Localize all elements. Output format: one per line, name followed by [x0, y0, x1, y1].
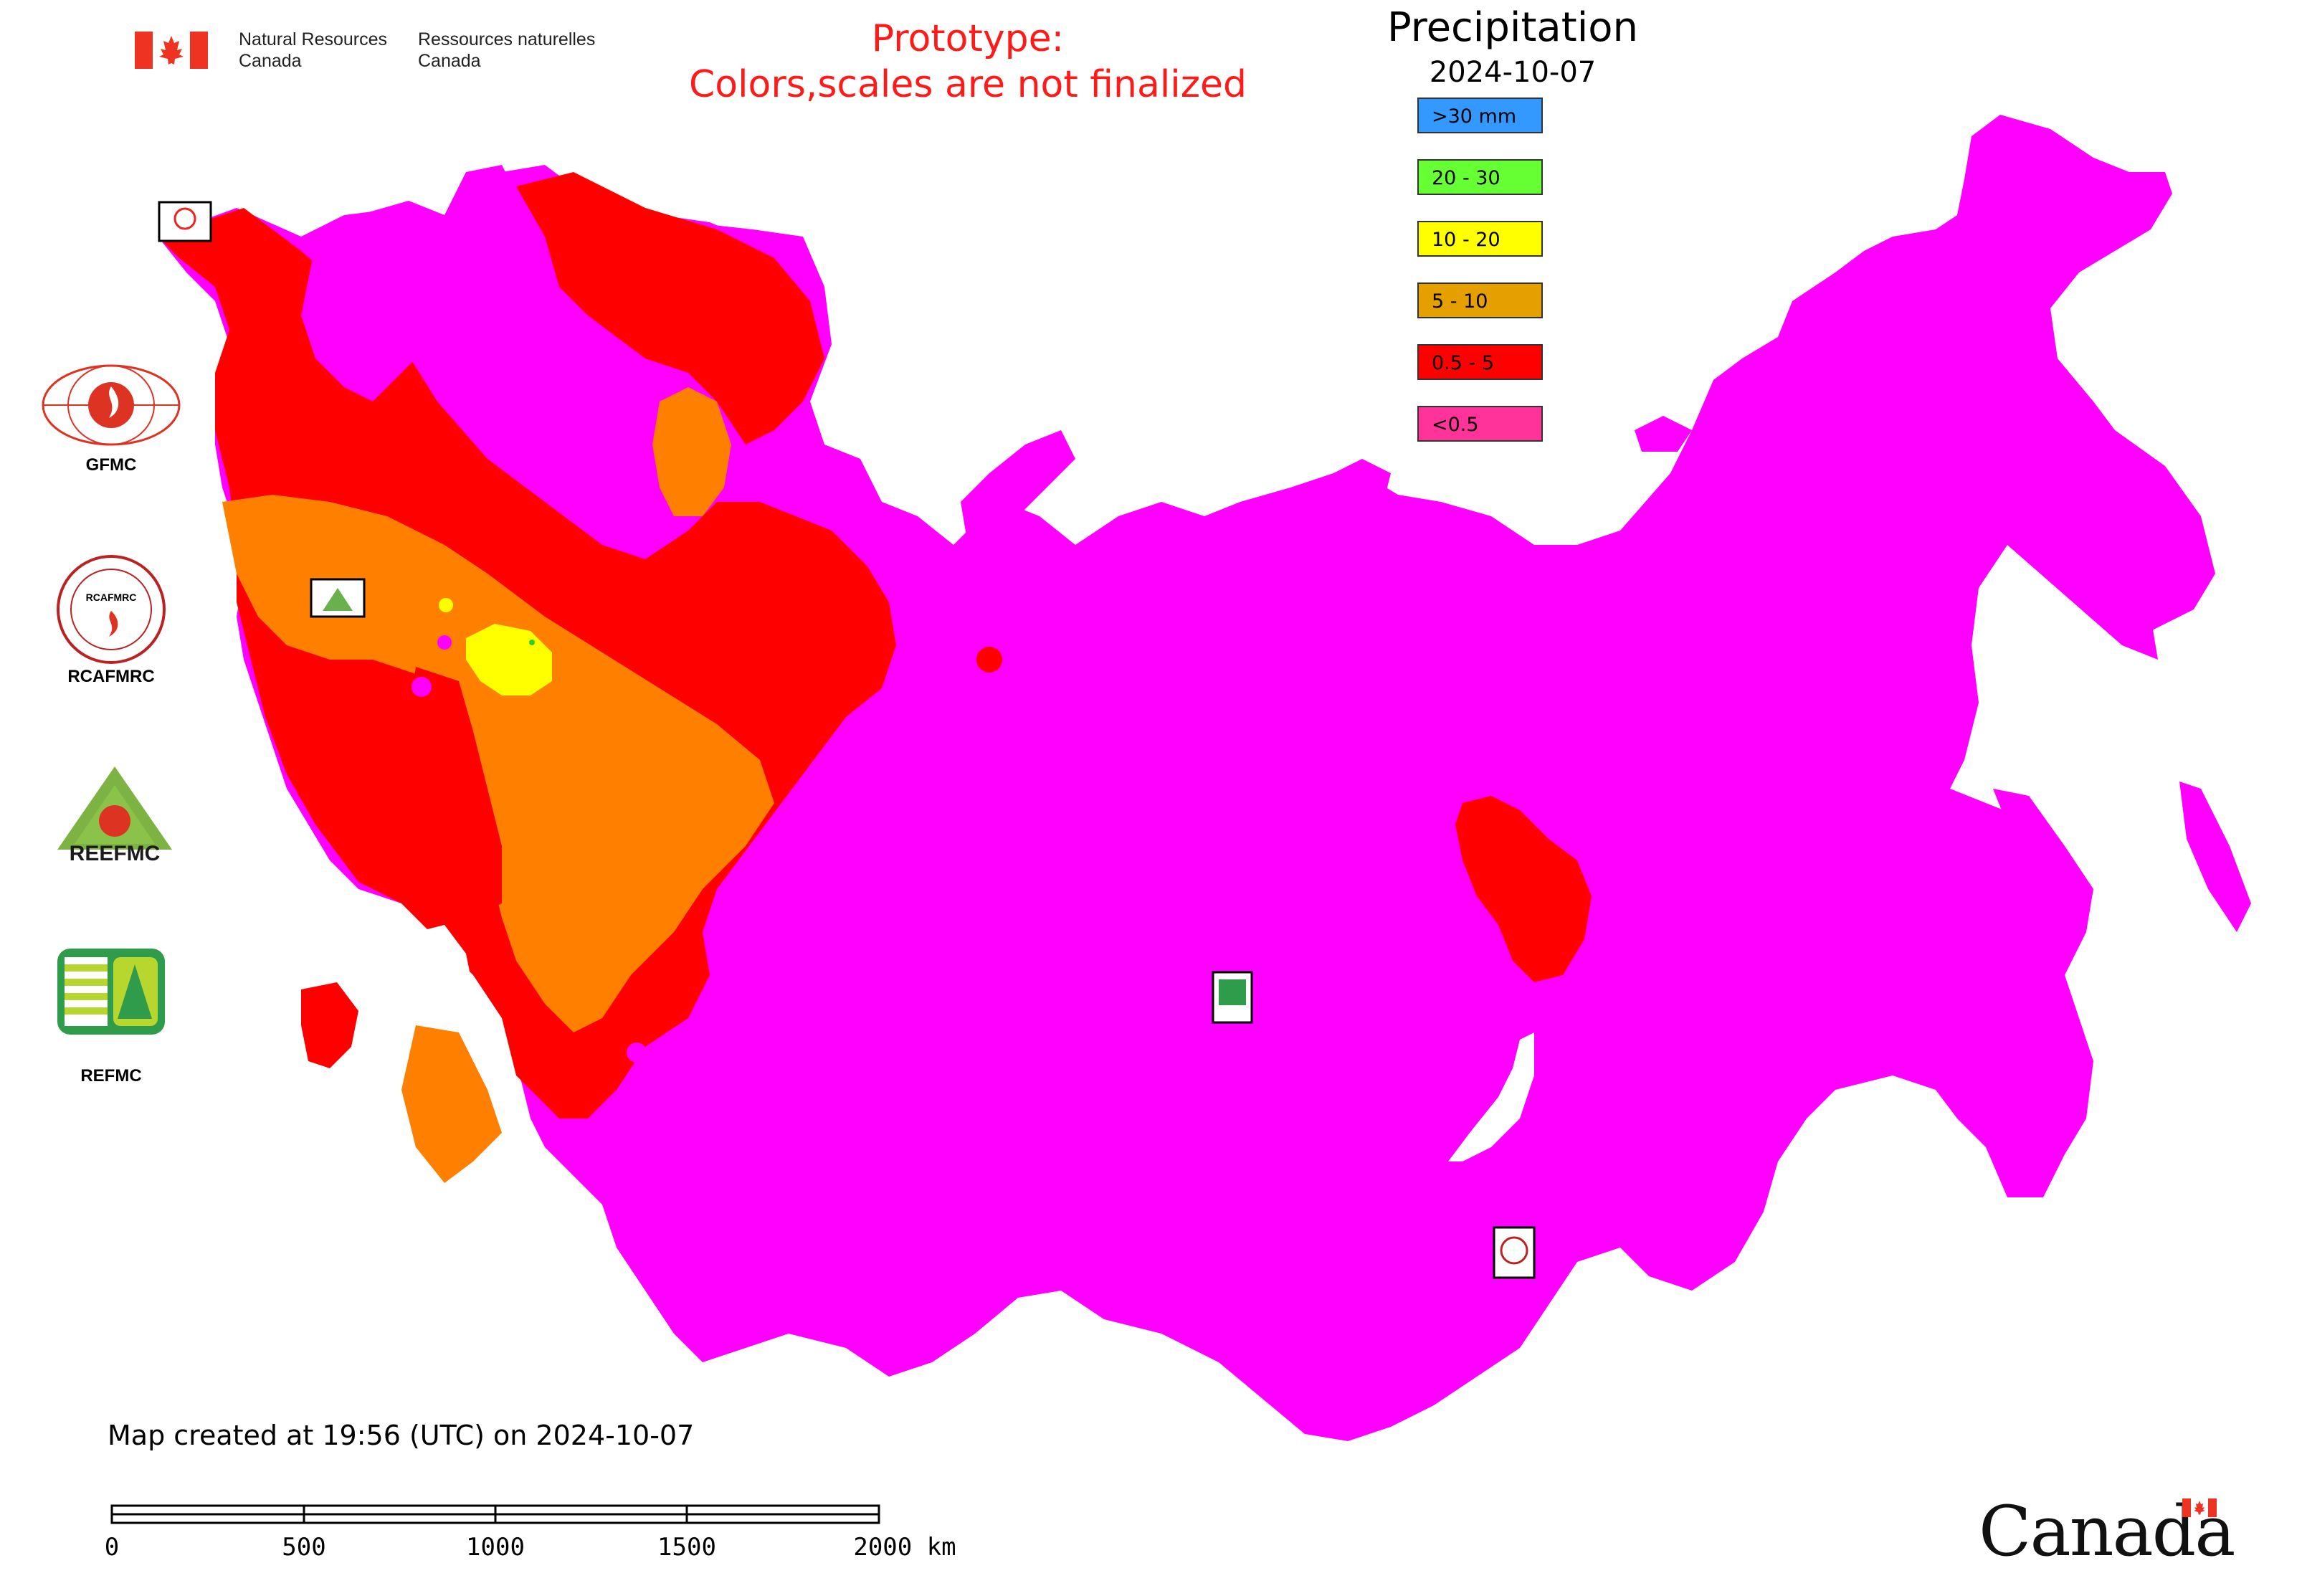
karelia-magenta: [559, 373, 688, 516]
dept-en-line2: Canada: [239, 51, 302, 71]
legend-label: 20 - 30: [1432, 167, 1500, 189]
canada-flag-icon: [135, 32, 208, 69]
region-0-5-to-5-caucasus: [301, 982, 358, 1068]
reefmc-logo: REEFMC: [57, 766, 172, 865]
marker-refmc-emblem: [1219, 979, 1246, 1005]
wordmark-flag-icon: [2182, 1498, 2217, 1517]
gfmc-logo: [42, 364, 181, 446]
legend-label: 5 - 10: [1432, 290, 1488, 313]
region-0-5-to-5-siberia: [1455, 796, 1592, 982]
legend-item-lt0-5: <0.5: [1417, 406, 1543, 442]
prototype-line2: Colors,scales are not finalized: [688, 63, 1247, 106]
marker-rcafmrc: [1493, 1226, 1536, 1279]
new-siberian-islands: [1635, 416, 1692, 452]
refmc-label: REFMC: [80, 1066, 142, 1086]
marker-gfmc-emblem: [173, 207, 196, 230]
region-10-to-20-spot: [439, 598, 453, 612]
region-5-to-10-caspian: [401, 1025, 502, 1183]
caspian-sea: [401, 925, 473, 1025]
scale-label-1500: 1500: [657, 1533, 716, 1562]
gfmc-label: GFMC: [85, 455, 137, 475]
scale-label-2000: 2000 km: [853, 1533, 956, 1562]
refmc-logo: [57, 949, 165, 1035]
legend-title: Precipitation: [1387, 4, 1639, 51]
novaya-zemlya: [961, 430, 1075, 545]
dept-en-line1: Natural Resources: [239, 29, 388, 49]
legend-label: <0.5: [1432, 414, 1479, 436]
dept-fr-line1: Ressources naturelles: [418, 29, 596, 49]
kurils: [2179, 782, 2251, 932]
legend-label: 10 - 20: [1432, 229, 1500, 251]
legend-label: >30 mm: [1432, 105, 1517, 128]
legend-item-10-20: 10 - 20: [1417, 221, 1543, 257]
severnaya-zemlya: [1333, 459, 1391, 502]
lake-baikal: [1448, 1032, 1534, 1162]
marker-rcafmrc-emblem: [1500, 1236, 1528, 1265]
rcafmrc-logo: RCAFMRC: [57, 555, 166, 664]
scale-bar: [110, 1504, 880, 1524]
region-5-to-10: [222, 495, 774, 1032]
magenta-spot-1: [412, 677, 432, 697]
baltic-magenta: [301, 201, 473, 402]
prototype-line1: Prototype:: [871, 17, 1065, 60]
legend-item-0-5-5: 0.5 - 5: [1417, 344, 1543, 380]
region-5-to-10-north: [652, 387, 731, 516]
legend-label: 0.5 - 5: [1432, 352, 1495, 374]
magenta-spot-2: [437, 635, 452, 650]
sakhalin: [1993, 789, 2079, 932]
legend-item-20-30: 20 - 30: [1417, 159, 1543, 195]
scale-label-500: 500: [282, 1533, 326, 1562]
scale-label-0: 0: [104, 1533, 120, 1562]
region-0-5-to-5-kola: [516, 172, 824, 445]
prototype-notice: Prototype: Colors,scales are not finaliz…: [660, 16, 1276, 108]
legend-item-5-10: 5 - 10: [1417, 282, 1543, 318]
dept-name-fr: Ressources naturelles Canada: [418, 29, 595, 72]
legend-date: 2024-10-07: [1429, 56, 1597, 89]
svg-text:RCAFMRC: RCAFMRC: [86, 592, 137, 603]
map-created-timestamp: Map created at 19:56 (UTC) on 2024-10-07: [108, 1420, 695, 1451]
rcafmrc-label: RCAFMRC: [67, 667, 155, 686]
region-20-to-30-spot: [529, 640, 535, 645]
dept-fr-line2: Canada: [418, 51, 481, 71]
svg-text:REEFMC: REEFMC: [70, 842, 161, 865]
marker-reefmc-emblem: [323, 588, 353, 611]
region-0-5-to-5-volga: [409, 667, 502, 918]
magenta-spot-3: [627, 1042, 647, 1063]
red-spot-arctic: [976, 647, 1002, 673]
legend-item-gt30: >30 mm: [1417, 98, 1543, 133]
dept-name-en: Natural Resources Canada: [239, 29, 387, 72]
kamchatka: [1950, 402, 2158, 660]
scale-label-1000: 1000: [466, 1533, 525, 1562]
government-signature: Natural Resources Canada Ressources natu…: [135, 29, 608, 79]
